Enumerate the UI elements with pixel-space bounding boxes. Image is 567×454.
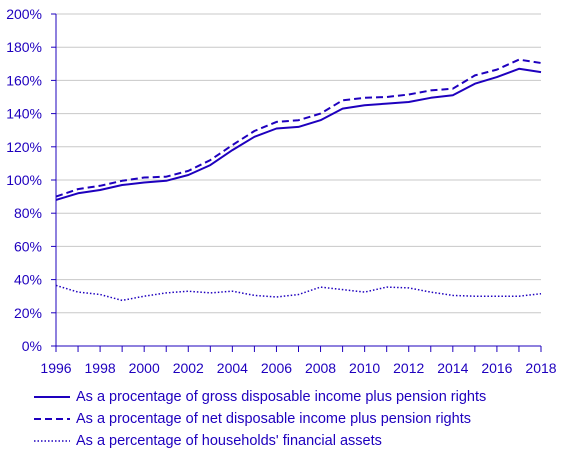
x-tick-label: 2010: [349, 360, 380, 376]
y-tick-label: 160%: [6, 72, 42, 88]
legend-swatch-solid: [34, 396, 70, 398]
legend: As a procentage of gross disposable inco…: [34, 386, 486, 452]
series-line-solid: [55, 67, 542, 201]
x-axis-tick-labels: 1996 1998 2000 2002 2004 2006 2008 2010 2012 2014…: [40, 360, 556, 376]
y-tick-label: 80%: [14, 205, 42, 221]
legend-label-financial-assets: As a percentage of households' financial…: [76, 433, 382, 449]
x-tick-label: 1998: [85, 360, 116, 376]
y-tick-label: 100%: [6, 172, 42, 188]
legend-label-gross: As a procentage of gross disposable inco…: [76, 389, 487, 405]
y-tick-label: 120%: [6, 139, 42, 155]
y-axis-tick-labels: 0% 20% 40% 60% 80% 100% 120% 140% 160% 180% 200%: [6, 6, 42, 354]
x-tick-label: 2014: [437, 360, 468, 376]
legend-item-net: As a procentage of net disposable income…: [34, 408, 486, 430]
y-tick-label: 40%: [14, 272, 42, 288]
legend-swatch-dotted: [34, 440, 70, 442]
x-tick-label: 2000: [129, 360, 160, 376]
x-tick-label: 2018: [525, 360, 556, 376]
y-tick-label: 20%: [14, 305, 42, 321]
legend-swatch-dashed: [34, 418, 70, 420]
series-line-dotted: [55, 284, 542, 302]
x-tick-label: 2012: [393, 360, 424, 376]
x-tick-label: 2016: [481, 360, 512, 376]
legend-label-net: As a procentage of net disposable income…: [76, 411, 471, 427]
y-tick-label: 200%: [6, 6, 42, 22]
y-tick-label: 0%: [22, 338, 42, 354]
y-tick-label: 60%: [14, 238, 42, 254]
x-tick-label: 1996: [40, 360, 71, 376]
x-tick-label: 2002: [173, 360, 204, 376]
y-tick-label: 180%: [6, 39, 42, 55]
axes: [51, 13, 542, 352]
legend-item-financial-assets: As a percentage of households' financial…: [34, 430, 486, 452]
y-tick-label: 140%: [6, 106, 42, 122]
x-tick-label: 2006: [261, 360, 292, 376]
series-line-dashed: [55, 58, 542, 198]
series-lines: [55, 58, 542, 302]
legend-item-gross: As a procentage of gross disposable inco…: [34, 386, 486, 408]
x-tick-label: 2008: [305, 360, 336, 376]
gridlines: [56, 13, 541, 314]
x-tick-label: 2004: [217, 360, 248, 376]
